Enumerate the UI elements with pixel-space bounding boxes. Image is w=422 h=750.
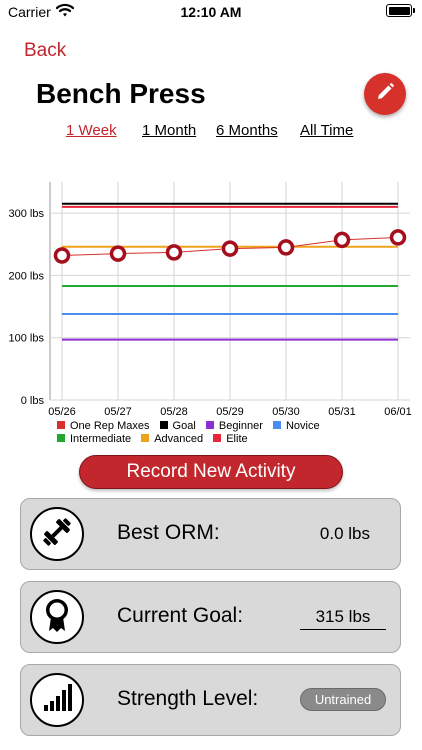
exercise-title: Bench Press [36, 78, 206, 109]
dumbbell-icon [40, 515, 74, 554]
y-tick-label: 100 lbs [9, 333, 45, 345]
current-goal-value[interactable]: 315 lbs [300, 607, 386, 630]
x-tick-label: 05/31 [328, 406, 356, 418]
x-tick-label: 05/29 [216, 406, 244, 418]
data-point-one-rep-maxes [333, 231, 351, 249]
data-point-one-rep-maxes [165, 244, 183, 261]
y-tick-label: 200 lbs [9, 270, 45, 282]
range-1-month[interactable]: 1 Month [142, 122, 197, 139]
best-orm-icon-circle [30, 507, 84, 561]
current-goal-card: Current Goal: 315 lbs [20, 581, 401, 653]
time-range-selector: 1 Week 1 Month 6 Months All Time [0, 122, 422, 144]
wifi-icon [55, 2, 75, 21]
legend-item-goal: Goal [159, 420, 196, 432]
back-button[interactable]: Back [24, 40, 67, 61]
range-6-months[interactable]: 6 Months [216, 122, 278, 139]
data-point-one-rep-maxes [277, 239, 295, 256]
best-orm-label: Best ORM: [117, 521, 220, 544]
progress-chart: 0 lbs 100 lbs 200 lbs 300 lbs 05/26 05/27 05/2… [9, 182, 412, 418]
edit-button[interactable] [364, 73, 406, 115]
range-all-time[interactable]: All Time [300, 122, 354, 139]
x-tick-label: 05/26 [48, 406, 76, 418]
y-tick-label: 300 lbs [9, 208, 45, 220]
range-1-week[interactable]: 1 Week [66, 122, 117, 139]
legend-item-one-rep-maxes: One Rep Maxes [57, 420, 149, 432]
goal-icon-circle [30, 590, 84, 644]
strength-level-card: Strength Level: Untrained [20, 664, 401, 736]
x-tick-label: 05/28 [160, 406, 188, 418]
legend-item-novice: Novice [272, 420, 320, 432]
chart-legend: One Rep Maxes Goal Beginner Novice Inter… [57, 420, 397, 446]
best-orm-value: 0.0 lbs [319, 524, 370, 543]
data-point-one-rep-maxes [53, 247, 71, 264]
data-point-one-rep-maxes [109, 245, 127, 262]
legend-item-elite: Elite [213, 433, 248, 445]
x-tick-label: 05/27 [104, 406, 132, 418]
pencil-icon [375, 82, 395, 107]
current-goal-label: Current Goal: [117, 604, 244, 627]
strength-icon-circle [30, 673, 84, 727]
x-tick-label: 05/30 [272, 406, 300, 418]
y-tick-label: 0 lbs [21, 395, 45, 407]
legend-item-advanced: Advanced [141, 433, 203, 445]
x-tick-label: 06/01 [384, 406, 412, 418]
carrier-label: Carrier [8, 4, 51, 20]
legend-item-beginner: Beginner [205, 420, 263, 432]
status-bar: Carrier 12:10 AM [0, 0, 422, 24]
status-time: 12:10 AM [180, 4, 242, 20]
best-orm-card: Best ORM: 0.0 lbs [20, 498, 401, 570]
award-ribbon-icon [42, 597, 72, 638]
battery-icon [386, 4, 415, 17]
record-new-activity-button[interactable]: Record New Activity [79, 455, 343, 489]
data-point-one-rep-maxes [389, 229, 407, 246]
data-point-one-rep-maxes [221, 240, 239, 257]
signal-bars-icon [42, 683, 72, 718]
legend-item-intermediate: Intermediate [57, 433, 131, 445]
strength-level-label: Strength Level: [117, 687, 259, 710]
strength-level-badge: Untrained [300, 688, 386, 711]
